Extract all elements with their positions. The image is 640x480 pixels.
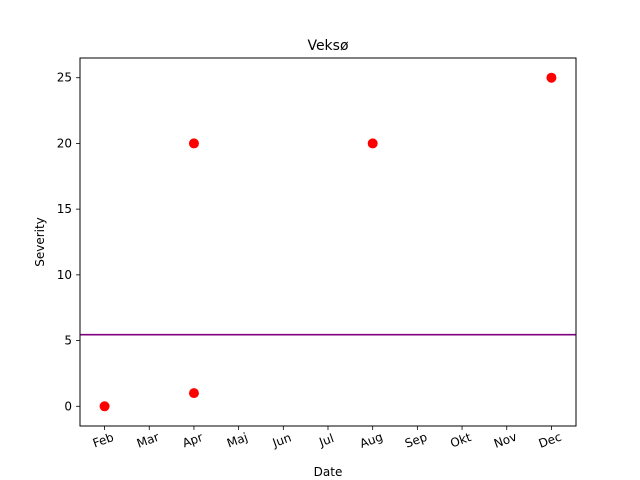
y-tick-label: 5	[64, 334, 72, 348]
x-tick-label: Maj	[225, 430, 250, 450]
y-tick-label: 25	[57, 71, 72, 85]
y-tick-label: 10	[57, 268, 72, 282]
data-point	[546, 72, 557, 83]
y-tick-label: 15	[57, 202, 72, 216]
x-axis-label: Date	[314, 465, 343, 479]
y-axis-label: Severity	[33, 217, 47, 267]
x-tick-label: Okt	[448, 430, 473, 450]
plot-frame	[79, 57, 577, 427]
x-tick-label: Jun	[270, 430, 293, 450]
chart-title: Veksø	[307, 38, 349, 54]
y-tick-label: 20	[57, 136, 72, 150]
data-point	[99, 401, 110, 412]
x-tick-label: Feb	[91, 430, 116, 450]
x-tick-label: Apr	[180, 430, 204, 450]
data-point	[367, 138, 378, 149]
data-point	[188, 388, 199, 399]
x-tick-label: Jul	[316, 431, 335, 449]
data-point	[188, 138, 199, 149]
y-axis-ticks: 0 5 10 15 20 25	[57, 71, 80, 413]
data-marks	[99, 72, 557, 412]
y-tick-label: 0	[64, 399, 72, 413]
